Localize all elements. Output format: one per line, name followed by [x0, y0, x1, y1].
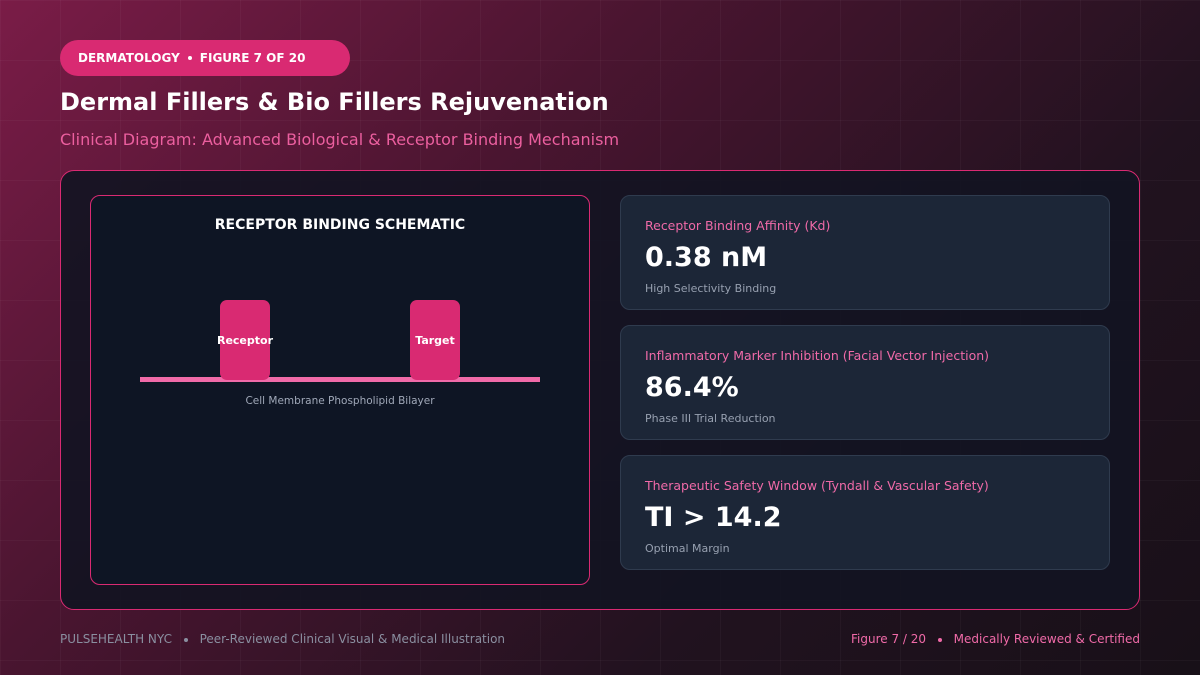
- node-label: Receptor: [216, 334, 273, 347]
- separator: [187, 56, 192, 60]
- stat-label: Receptor Binding Affinity (Kd): [645, 218, 831, 233]
- stat-card: Receptor Binding Affinity (Kd) 0.38 nM Hig…: [620, 195, 1110, 310]
- membrane: [139, 376, 540, 382]
- badge-figure: FIGURE 7 OF 20: [199, 51, 306, 65]
- separator: [183, 637, 188, 642]
- stat-note: High Selectivity Binding: [645, 282, 777, 295]
- stat-note: Optimal Margin: [645, 542, 730, 555]
- footer-figure: Figure 7 / 20: [850, 632, 927, 646]
- footer-left: PULSEHEALTH NYC Peer-Reviewed Clinical V…: [60, 632, 505, 646]
- stat-value: 0.38 nM: [645, 242, 768, 273]
- stat-value: TI > 14.2: [645, 502, 782, 533]
- stat-label: Inflammatory Marker Inhibition (Facial V…: [645, 348, 990, 363]
- target-node: [409, 299, 460, 380]
- footer-text: Peer-Reviewed Clinical Visual & Medical …: [199, 632, 506, 646]
- schematic: RECEPTOR BINDING SCHEMATIC Receptor Targ…: [139, 217, 540, 407]
- stat-value: 86.4%: [645, 372, 739, 403]
- receptor-node: [219, 299, 270, 380]
- footer-right: Figure 7 / 20 Medically Reviewed & Certi…: [851, 632, 1140, 646]
- separator: [937, 637, 942, 642]
- stat-note: Phase III Trial Reduction: [645, 412, 776, 425]
- schematic-title: RECEPTOR BINDING SCHEMATIC: [214, 217, 464, 233]
- membrane-label: Cell Membrane Phospholipid Bilayer: [245, 395, 435, 407]
- node-label: Target: [415, 334, 455, 347]
- stat-card: Therapeutic Safety Window (Tyndall & Vas…: [620, 455, 1110, 570]
- stat-card: Inflammatory Marker Inhibition (Facial V…: [620, 325, 1110, 440]
- schematic-panel: RECEPTOR BINDING SCHEMATIC Receptor Targ…: [90, 195, 590, 585]
- badge-category: DERMATOLOGY: [78, 51, 180, 65]
- subtitle: Clinical Diagram: Advanced Biological & …: [60, 130, 620, 149]
- footer-text: Medically Reviewed & Certified: [953, 632, 1140, 646]
- brand: PULSEHEALTH NYC: [60, 632, 172, 646]
- stat-label: Therapeutic Safety Window (Tyndall & Vas…: [645, 478, 989, 493]
- badge: DERMATOLOGY FIGURE 7 OF 20: [60, 40, 350, 76]
- title: Dermal Fillers & Bio Fillers Rejuvenatio…: [60, 88, 609, 116]
